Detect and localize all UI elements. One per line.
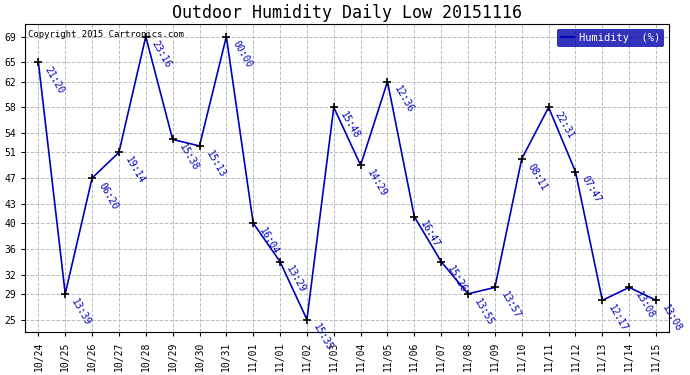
Text: 06:20: 06:20: [96, 181, 119, 211]
Text: 12:36: 12:36: [392, 84, 415, 115]
Title: Outdoor Humidity Daily Low 20151116: Outdoor Humidity Daily Low 20151116: [172, 4, 522, 22]
Text: 12:17: 12:17: [607, 303, 630, 333]
Legend: Humidity  (%): Humidity (%): [557, 29, 664, 47]
Text: 07:47: 07:47: [580, 174, 603, 205]
Text: 13:29: 13:29: [284, 264, 308, 295]
Text: 23:16: 23:16: [150, 39, 173, 70]
Text: 15:38: 15:38: [177, 142, 200, 173]
Text: 13:08: 13:08: [633, 290, 657, 321]
Text: 14:29: 14:29: [365, 168, 388, 198]
Text: 15:13: 15:13: [204, 149, 227, 179]
Text: 16:47: 16:47: [419, 219, 442, 250]
Text: 21:20: 21:20: [43, 65, 66, 96]
Text: 13:39: 13:39: [70, 297, 92, 327]
Text: Copyright 2015 Cartronics.com: Copyright 2015 Cartronics.com: [28, 30, 184, 39]
Text: 15:26: 15:26: [445, 264, 469, 295]
Text: 13:55: 13:55: [472, 297, 495, 327]
Text: 13:57: 13:57: [499, 290, 522, 321]
Text: 15:35: 15:35: [311, 322, 335, 353]
Text: 13:08: 13:08: [660, 303, 684, 333]
Text: 16:04: 16:04: [257, 226, 281, 256]
Text: 00:00: 00:00: [230, 39, 254, 70]
Text: 19:14: 19:14: [123, 155, 146, 186]
Text: 22:31: 22:31: [553, 110, 576, 141]
Text: 15:48: 15:48: [338, 110, 362, 141]
Text: 08:11: 08:11: [526, 162, 549, 192]
